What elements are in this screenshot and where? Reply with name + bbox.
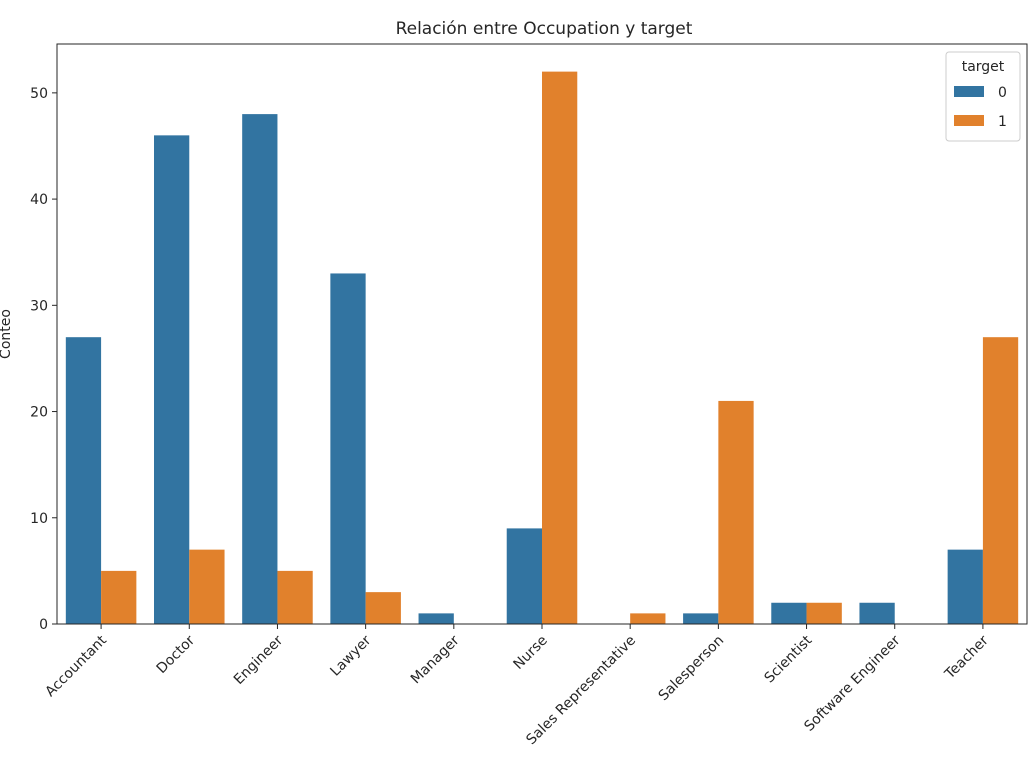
bar-salesperson-target-1 xyxy=(718,400,754,624)
legend-swatch-1 xyxy=(954,115,984,126)
x-tick-label: Software Engineer xyxy=(801,632,903,734)
plot-frame xyxy=(56,43,1028,625)
bar-lawyer-target-0 xyxy=(330,273,366,624)
bars xyxy=(65,71,1019,625)
bar-lawyer-target-1 xyxy=(365,592,401,624)
bar-accountant-target-0 xyxy=(65,337,102,624)
bar-nurse-target-1 xyxy=(542,71,578,625)
y-tick-label: 0 xyxy=(39,617,48,633)
x-tick-label: Nurse xyxy=(511,633,551,673)
legend-label-1: 1 xyxy=(998,114,1007,130)
x-tick-label: Salesperson xyxy=(656,633,728,705)
bar-teacher-target-0 xyxy=(947,549,983,624)
x-tick-label: Doctor xyxy=(154,632,199,677)
y-tick-label: 10 xyxy=(30,511,48,527)
legend-swatch-0 xyxy=(954,86,984,97)
bar-doctor-target-0 xyxy=(154,135,190,624)
bar-software-engineer-target-0 xyxy=(859,602,895,624)
legend-title: target xyxy=(962,59,1005,75)
bar-salesperson-target-0 xyxy=(683,613,719,624)
bar-nurse-target-0 xyxy=(506,528,542,624)
legend: target 0 1 xyxy=(945,51,1021,142)
legend-label-0: 0 xyxy=(998,85,1007,101)
bar-engineer-target-0 xyxy=(242,114,278,624)
bar-engineer-target-1 xyxy=(277,570,313,624)
bar-accountant-target-1 xyxy=(101,570,137,624)
bar-scientist-target-1 xyxy=(806,602,842,624)
x-tick-label: Lawyer xyxy=(327,632,374,679)
chart-title: Relación entre Occupation y target xyxy=(396,19,693,39)
x-tick-label: Accountant xyxy=(42,632,110,700)
y-tick-label: 50 xyxy=(30,86,48,102)
x-tick-label: Engineer xyxy=(231,632,287,688)
y-ticks: 0 10 20 30 40 50 xyxy=(30,86,57,633)
bar-manager-target-0 xyxy=(418,613,454,624)
y-tick-label: 40 xyxy=(30,192,48,208)
bar-sales-representative-target-1 xyxy=(630,613,666,624)
x-ticks: Accountant Doctor Engineer Lawyer Manager Nur… xyxy=(42,624,992,748)
bar-scientist-target-0 xyxy=(771,602,807,624)
y-tick-label: 30 xyxy=(30,298,48,314)
x-tick-label: Scientist xyxy=(762,632,816,686)
y-tick-label: 20 xyxy=(30,405,48,421)
bar-doctor-target-1 xyxy=(189,549,225,624)
x-tick-label: Manager xyxy=(408,632,463,687)
x-tick-label: Teacher xyxy=(941,632,992,683)
bar-teacher-target-1 xyxy=(982,337,1019,624)
y-axis-label: Conteo xyxy=(0,309,14,359)
